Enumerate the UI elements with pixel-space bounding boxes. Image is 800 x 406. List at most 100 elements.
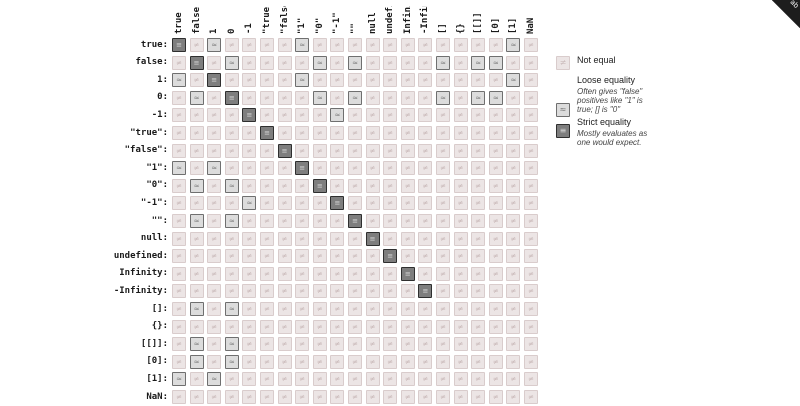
matrix-cell: ≠ bbox=[488, 161, 503, 176]
matrix-cell: ≠ bbox=[224, 38, 239, 52]
matrix-cell: ≠ bbox=[224, 73, 239, 88]
matrix-cell: ≠ bbox=[488, 302, 503, 316]
matrix-cell: ≈ bbox=[348, 55, 362, 70]
corner-ribbon[interactable]: ab bbox=[772, 0, 800, 28]
matrix-cell: ≠ bbox=[453, 390, 468, 404]
matrix-cell: ≠ bbox=[295, 390, 310, 404]
matrix-cell: ≠ bbox=[400, 73, 415, 88]
matrix-cell: ≠ bbox=[471, 249, 486, 264]
matrix-cell: ≠ bbox=[365, 196, 380, 211]
matrix-cell: ≠ bbox=[260, 90, 274, 105]
matrix-cell: ≠ bbox=[277, 337, 292, 352]
matrix-cell: ≠ bbox=[453, 143, 468, 158]
matrix-cell: ≡ bbox=[400, 266, 415, 281]
matrix-cell: ≠ bbox=[277, 38, 292, 52]
row-label: undefined: bbox=[113, 250, 168, 261]
matrix-cell: ≠ bbox=[453, 90, 468, 105]
matrix-cell: ≠ bbox=[365, 38, 380, 52]
matrix-cell: ≠ bbox=[453, 196, 468, 211]
matrix-cell: ≠ bbox=[488, 284, 503, 299]
matrix-cell: ≠ bbox=[224, 372, 239, 387]
matrix-cell: ≠ bbox=[524, 249, 538, 264]
matrix-cell: ≠ bbox=[242, 90, 257, 105]
matrix-cell: ≠ bbox=[471, 108, 486, 123]
matrix-cell: ≠ bbox=[312, 249, 327, 264]
matrix-cell: ≠ bbox=[524, 143, 538, 158]
matrix-cell: ≠ bbox=[330, 73, 345, 88]
column-label: [[]] bbox=[473, 12, 484, 34]
matrix-cell: ≠ bbox=[172, 178, 186, 193]
matrix-cell: ≠ bbox=[189, 108, 204, 123]
column-label: 1 bbox=[209, 28, 220, 34]
matrix-cell: ≠ bbox=[418, 38, 433, 52]
matrix-cell: ≠ bbox=[383, 161, 398, 176]
matrix-cell: ≠ bbox=[312, 143, 327, 158]
matrix-cell: ≠ bbox=[348, 178, 362, 193]
matrix-cell: ≈ bbox=[330, 108, 345, 123]
row-label: "-1": bbox=[140, 197, 168, 208]
matrix-cell: ≠ bbox=[400, 143, 415, 158]
matrix-cell: ≠ bbox=[400, 302, 415, 316]
matrix-cell: ≠ bbox=[260, 231, 274, 246]
matrix-cell: ≠ bbox=[330, 354, 345, 369]
column-label: "false" bbox=[279, 6, 290, 34]
matrix-cell: ≠ bbox=[365, 354, 380, 369]
matrix-cell: ≠ bbox=[277, 161, 292, 176]
matrix-cell: ≠ bbox=[330, 249, 345, 264]
matrix-cell: ≠ bbox=[348, 249, 362, 264]
matrix-cell: ≠ bbox=[383, 108, 398, 123]
matrix-cell: ≠ bbox=[330, 143, 345, 158]
matrix-cell: ≠ bbox=[471, 178, 486, 193]
matrix-cell: ≈ bbox=[189, 214, 204, 228]
matrix-cell: ≠ bbox=[436, 372, 450, 387]
matrix-cell: ≠ bbox=[471, 231, 486, 246]
matrix-cell: ≠ bbox=[312, 372, 327, 387]
matrix-cell: ≠ bbox=[348, 196, 362, 211]
matrix-cell: ≠ bbox=[453, 73, 468, 88]
matrix-cell: ≠ bbox=[365, 249, 380, 264]
matrix-cell: ≠ bbox=[224, 390, 239, 404]
matrix-cell: ≠ bbox=[436, 178, 450, 193]
matrix-cell: ≠ bbox=[506, 354, 521, 369]
matrix-cell: ≠ bbox=[172, 214, 186, 228]
matrix-cell: ≠ bbox=[172, 249, 186, 264]
matrix-cell: ≠ bbox=[436, 319, 450, 334]
matrix-cell: ≠ bbox=[488, 266, 503, 281]
matrix-cell: ≠ bbox=[506, 126, 521, 140]
matrix-cell: ≠ bbox=[418, 196, 433, 211]
matrix-cell: ≠ bbox=[383, 55, 398, 70]
matrix-cell: ≠ bbox=[453, 337, 468, 352]
matrix-cell: ≠ bbox=[506, 231, 521, 246]
matrix-cell: ≠ bbox=[172, 266, 186, 281]
matrix-cell: ≈ bbox=[506, 38, 521, 52]
matrix-cell: ≠ bbox=[524, 55, 538, 70]
matrix-cell: ≠ bbox=[365, 55, 380, 70]
matrix-cell: ≠ bbox=[295, 108, 310, 123]
matrix-cell: ≠ bbox=[277, 214, 292, 228]
matrix-cell: ≠ bbox=[400, 161, 415, 176]
matrix-cell: ≠ bbox=[330, 390, 345, 404]
matrix-cell: ≠ bbox=[383, 302, 398, 316]
matrix-cell: ≠ bbox=[260, 249, 274, 264]
matrix-cell: ≠ bbox=[242, 372, 257, 387]
matrix-cell: ≠ bbox=[295, 337, 310, 352]
matrix-cell: ≠ bbox=[365, 108, 380, 123]
matrix-cell: ≠ bbox=[172, 108, 186, 123]
matrix-cell: ≠ bbox=[453, 161, 468, 176]
column-label: "0" bbox=[314, 17, 325, 34]
matrix-cell: ≠ bbox=[295, 354, 310, 369]
matrix-cell: ≠ bbox=[524, 231, 538, 246]
matrix-cell: ≠ bbox=[172, 354, 186, 369]
matrix-cell: ≠ bbox=[400, 38, 415, 52]
matrix-cell: ≠ bbox=[189, 249, 204, 264]
matrix-cell: ≠ bbox=[383, 196, 398, 211]
matrix-cell: ≠ bbox=[295, 178, 310, 193]
matrix-cell: ≠ bbox=[295, 231, 310, 246]
matrix-cell: ≠ bbox=[330, 38, 345, 52]
matrix-cell: ≠ bbox=[383, 354, 398, 369]
matrix-cell: ≠ bbox=[348, 284, 362, 299]
legend-title-loose: Loose equality bbox=[577, 75, 636, 85]
matrix-cell: ≠ bbox=[312, 161, 327, 176]
matrix-cell: ≠ bbox=[383, 126, 398, 140]
matrix-cell: ≠ bbox=[524, 372, 538, 387]
